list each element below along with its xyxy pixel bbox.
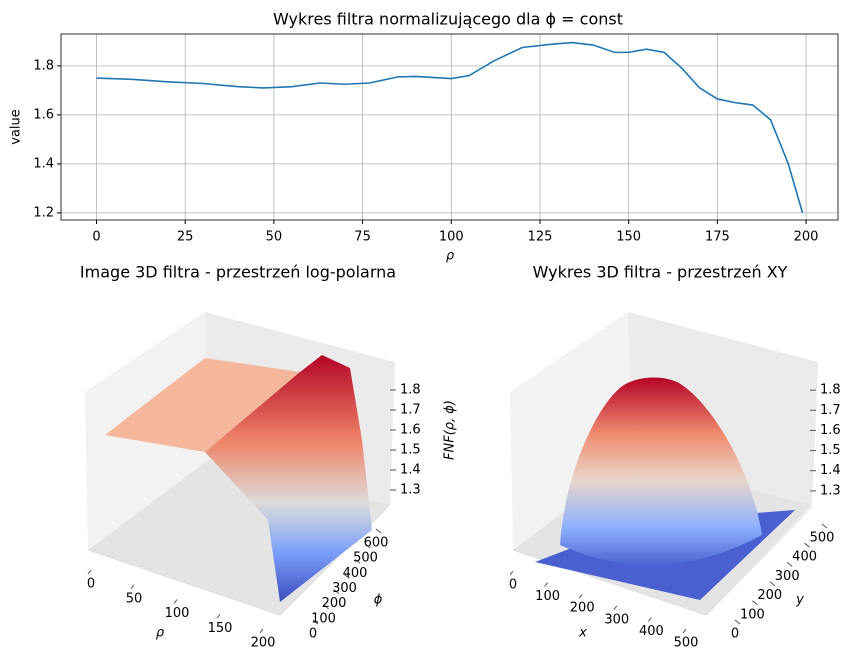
x-tick-label: 100: [165, 606, 190, 621]
y-axis-label: value: [9, 109, 24, 145]
y-tick-label: 200: [322, 596, 347, 611]
x-tick-label: 500: [674, 636, 699, 651]
y-tick-label: 300: [775, 569, 800, 584]
y-tick-label: 0: [309, 627, 317, 642]
tick: [613, 605, 618, 611]
x-tick-label: 0: [87, 577, 95, 592]
chart-title: Wykres filtra normalizującego dla ϕ = co…: [273, 10, 623, 29]
y-axis-label: y: [795, 593, 804, 608]
z-tick-label: 1.8: [400, 383, 421, 398]
z-tick-label: 1.8: [820, 383, 841, 398]
z-tick-label: 1.6: [820, 423, 841, 438]
x-tick-label: 400: [639, 624, 664, 639]
x-tick-label: 200: [251, 636, 276, 651]
z-tick-label: 1.6: [400, 423, 421, 438]
x-tick-label: 150: [616, 230, 641, 245]
x-tick-label: 25: [177, 230, 194, 245]
tick: [375, 528, 382, 534]
z-tick-label: 1.4: [400, 463, 421, 478]
tick: [354, 558, 361, 564]
tick: [769, 581, 776, 586]
x-tick-label: 150: [208, 621, 233, 636]
z-tick-label: 1.4: [820, 463, 841, 478]
pane-left: [85, 312, 395, 616]
x-axis-label: ρ: [446, 249, 455, 264]
tick: [648, 617, 652, 622]
y-tick-label: 500: [353, 551, 378, 566]
x-tick-label: 50: [126, 591, 143, 606]
z-tick-label: 1.3: [820, 483, 841, 498]
y-tick-label: 600: [364, 536, 389, 551]
chart-title: Image 3D filtra - przestrzeń log-polarna: [80, 263, 396, 282]
tick: [216, 613, 221, 619]
tick: [130, 584, 135, 590]
tick: [173, 599, 178, 604]
chart-title: Wykres 3D filtra - przestrzeń XY: [533, 263, 788, 282]
z-tick-label: 1.7: [400, 403, 421, 418]
x-axis-label: ρ: [156, 626, 165, 641]
tick: [509, 570, 514, 576]
tick: [344, 574, 350, 579]
y-tick-label: 100: [311, 611, 336, 626]
surface-ridge: [205, 355, 372, 602]
tick: [578, 593, 583, 599]
x-tick-label: 75: [354, 230, 371, 245]
x-tick-label: 50: [266, 230, 283, 245]
x-tick-label: 100: [439, 230, 464, 245]
z-tick-label: 1.5: [400, 443, 421, 458]
y-tick-label: 400: [792, 550, 817, 565]
y-axis-label: ϕ: [374, 593, 383, 608]
tick: [87, 569, 92, 575]
tick: [752, 600, 758, 606]
z-tick-label: 1.7: [820, 403, 841, 418]
x-tick-label: 200: [570, 601, 595, 616]
tick: [365, 543, 371, 549]
x-tick-label: 175: [705, 230, 730, 245]
y-tick-label: 1.6: [33, 107, 54, 122]
tick: [821, 523, 828, 529]
z-axis-label: FNF(ρ, ϕ): [443, 400, 458, 460]
tick: [786, 562, 793, 567]
line: [96, 41, 804, 214]
surface-plateau: [105, 358, 300, 452]
y-tick-label: 300: [332, 581, 357, 596]
tick: [682, 628, 687, 634]
y-tick-label: 1.2: [33, 205, 54, 220]
x-tick-label: 300: [604, 612, 629, 627]
tick: [544, 582, 548, 587]
y-tick-label: 0: [731, 627, 739, 642]
x-axis-label: x: [578, 626, 587, 641]
y-tick-label: 400: [343, 566, 368, 581]
y-tick-label: 100: [740, 607, 765, 622]
tick: [323, 604, 329, 610]
x-tick-label: 125: [528, 230, 553, 245]
x-tick-label: 100: [535, 589, 560, 604]
z-tick-label: 1.5: [820, 443, 841, 458]
tick: [312, 619, 319, 625]
tick: [259, 628, 264, 634]
y-tick-label: 500: [810, 531, 835, 546]
plot-frame: [60, 33, 839, 221]
y-tick-label: 1.4: [33, 156, 54, 171]
pane-right: [510, 312, 818, 616]
x-tick-label: 200: [794, 230, 819, 245]
tick: [333, 589, 340, 595]
surface-dome: [560, 377, 762, 566]
z-tick-label: 1.3: [400, 483, 421, 498]
y-tick-label: 1.8: [33, 58, 54, 73]
tick: [734, 619, 741, 625]
y-tick-label: 200: [757, 588, 782, 603]
x-tick-label: 0: [509, 578, 517, 593]
tick: [804, 542, 810, 548]
x-tick-label: 0: [92, 230, 100, 245]
